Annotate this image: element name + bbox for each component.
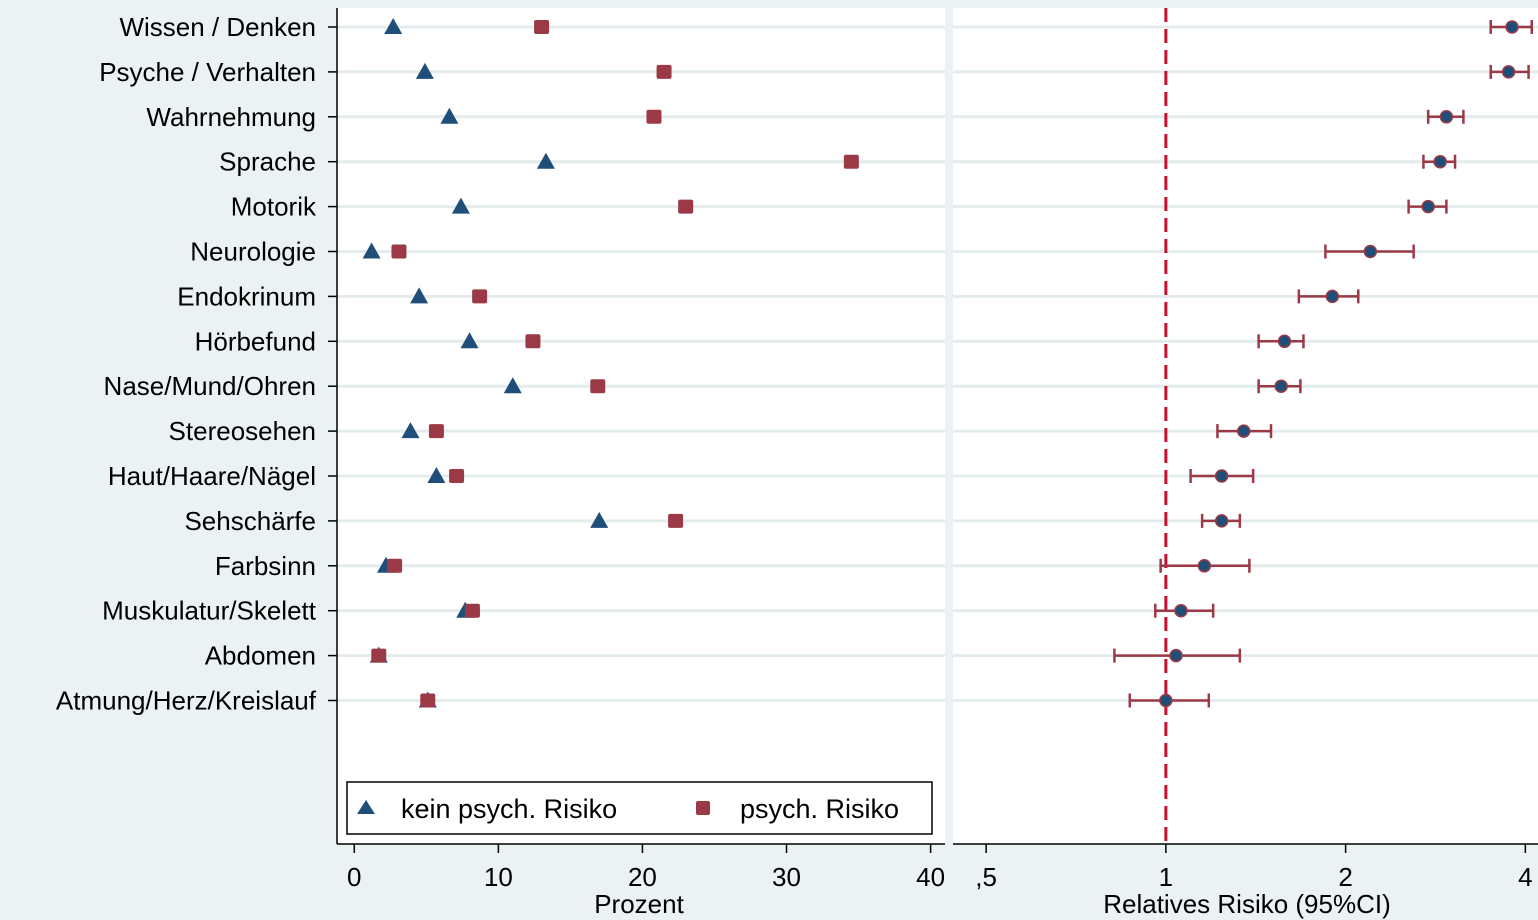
marker-kein-psych-risiko (362, 242, 381, 259)
rr-point (1214, 469, 1229, 483)
rr-point (1505, 20, 1519, 34)
right-x-ticks: ,5 1 2 4 (975, 844, 1533, 892)
category-label: Farbsinn (215, 551, 316, 581)
marker-kein-psych-risiko (440, 107, 459, 124)
category-label: Haut/Haare/Nägel (108, 461, 316, 491)
axis-layer (336, 8, 1538, 845)
left-x-axis-title: Prozent (594, 889, 684, 919)
rr-point (1421, 199, 1435, 214)
x-tick-label: 40 (916, 862, 945, 892)
marker-psych-risiko (428, 424, 444, 439)
marker-psych-risiko (656, 64, 672, 79)
marker-kein-psych-risiko (590, 511, 609, 528)
rr-point (1501, 65, 1516, 79)
rr-point (1363, 244, 1378, 259)
left-x-ticks: 0 10 20 30 40 (347, 844, 945, 892)
category-label: Stereosehen (169, 416, 316, 446)
category-label: Psyche / Verhalten (99, 57, 316, 87)
marker-kein-psych-risiko (460, 332, 479, 349)
marker-psych-risiko (646, 109, 662, 124)
legend: kein psych. Risiko psych. Risiko (346, 781, 933, 835)
rr-point (1236, 424, 1251, 438)
x-tick-label: 10 (484, 862, 513, 892)
rr-point (1214, 514, 1229, 528)
category-label: Hörbefund (195, 326, 316, 356)
rr-point (1274, 379, 1288, 393)
marker-kein-psych-risiko (415, 62, 434, 79)
category-label: Atmung/Herz/Kreislauf (56, 686, 317, 716)
marker-kein-psych-risiko (410, 287, 429, 304)
marker-psych-risiko (391, 244, 407, 259)
marker-psych-risiko (371, 648, 387, 663)
marker-psych-risiko (464, 603, 480, 618)
x-tick-label: 4 (1518, 862, 1532, 892)
legend-label-psych: psych. Risiko (740, 794, 899, 824)
marker-psych-risiko (668, 513, 684, 528)
rr-point (1169, 648, 1183, 663)
category-labels: Wissen / Denken Psyche / Verhalten Wahrneh… (56, 12, 317, 716)
x-tick-label: 20 (628, 862, 657, 892)
marker-psych-risiko (590, 379, 606, 394)
right-x-axis-title: Relatives Risiko (95%CI) (1103, 889, 1391, 919)
rr-point (1197, 559, 1212, 573)
category-label: Endokrinum (177, 281, 316, 311)
marker-kein-psych-risiko (536, 152, 555, 169)
category-label: Neurologie (190, 237, 316, 267)
category-label: Nase/Mund/Ohren (104, 371, 316, 401)
category-label: Sprache (219, 147, 316, 177)
marker-kein-psych-risiko (384, 18, 403, 34)
marker-psych-risiko (843, 154, 859, 169)
legend-marker-kein (357, 800, 375, 814)
marker-kein-psych-risiko (451, 197, 470, 214)
rr-point (1325, 289, 1340, 304)
markers (362, 18, 1519, 708)
marker-psych-risiko (534, 20, 550, 34)
x-tick-label: 0 (347, 862, 361, 892)
category-label: Wahrnehmung (146, 102, 316, 132)
legend-box (346, 781, 933, 835)
category-label: Muskulatur/Skelett (102, 596, 317, 626)
marker-psych-risiko (387, 558, 403, 573)
rr-point (1174, 603, 1188, 618)
category-label: Motorik (231, 192, 317, 222)
marker-kein-psych-risiko (503, 377, 522, 394)
x-tick-label: ,5 (975, 862, 997, 892)
legend-marker-psych (696, 801, 710, 815)
marker-psych-risiko (525, 334, 541, 349)
category-label: Sehschärfe (184, 506, 316, 536)
rr-point (1277, 334, 1292, 349)
marker-kein-psych-risiko (427, 467, 446, 483)
marker-psych-risiko (420, 693, 436, 708)
category-label: Abdomen (205, 641, 316, 671)
category-label: Wissen / Denken (119, 12, 316, 42)
x-tick-label: 1 (1159, 862, 1173, 892)
rr-point (1159, 693, 1173, 708)
x-tick-label: 2 (1338, 862, 1352, 892)
x-tick-label: 30 (772, 862, 801, 892)
marker-psych-risiko (472, 289, 488, 304)
legend-label-kein: kein psych. Risiko (401, 794, 617, 824)
marker-psych-risiko (678, 199, 694, 214)
marker-psych-risiko (449, 469, 465, 483)
left-plot-area (337, 8, 945, 844)
rr-point (1433, 154, 1447, 169)
marker-kein-psych-risiko (401, 422, 420, 439)
rr-point (1439, 110, 1454, 124)
